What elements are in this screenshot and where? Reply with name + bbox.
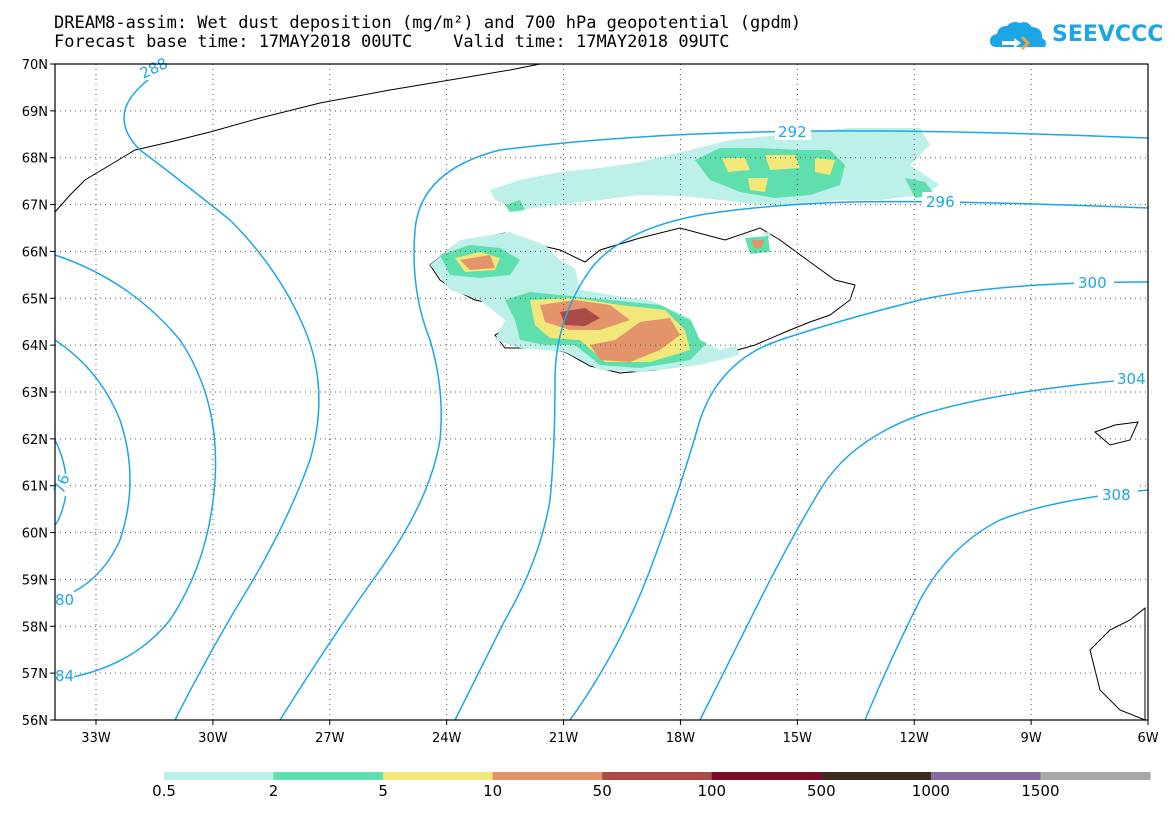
latitude-label: 57N	[22, 667, 48, 682]
legend-label: 500	[807, 782, 836, 800]
contour-300	[569, 281, 1149, 721]
legend-swatch	[602, 772, 713, 780]
contour-288	[123, 67, 320, 721]
contour-labels: 288 292 296 300 304 308 76 80 84	[50, 54, 1150, 685]
chart-subtitle: Forecast base time: 17MAY2018 00UTC Vali…	[54, 32, 730, 52]
greenland-coast	[54, 63, 541, 213]
latitude-label: 56N	[22, 714, 48, 729]
cloud-logo-icon	[990, 22, 1046, 51]
contour-label: 296	[926, 193, 955, 211]
legend-swatch	[711, 772, 822, 780]
contour-label: 84	[55, 667, 74, 685]
dust-area-5	[752, 240, 764, 248]
map-frame	[54, 63, 1149, 721]
contour-276	[54, 439, 67, 526]
legend-label: 100	[697, 782, 727, 800]
lat-lon-grid	[55, 64, 1148, 720]
chart-title: DREAM8-assim: Wet dust deposition (mg/m²…	[54, 13, 802, 33]
latitude-label: 58N	[22, 620, 48, 635]
longitude-label: 24W	[432, 731, 462, 746]
legend-colorbar	[164, 772, 1151, 780]
legend-swatch	[930, 772, 1041, 780]
contour-292	[279, 130, 1149, 721]
legend-label: 10	[483, 782, 503, 800]
contour-308	[864, 489, 1149, 721]
longitude-label: 6W	[1137, 731, 1158, 746]
contour-296	[454, 200, 1149, 721]
legend-swatch	[1040, 772, 1151, 780]
contour-label: 308	[1102, 486, 1131, 504]
latitude-label: 69N	[22, 105, 48, 120]
dust-area-5	[765, 155, 800, 170]
longitude-label: 18W	[666, 731, 696, 746]
dust-area-5	[748, 178, 768, 192]
contour-label: 304	[1117, 370, 1146, 388]
longitude-label: 12W	[900, 731, 930, 746]
legend-label: 0.5	[152, 782, 176, 800]
legend-label: 1000	[911, 782, 950, 800]
dust-area-5	[815, 158, 835, 175]
dust-area-10	[460, 255, 495, 270]
dust-area-5	[722, 158, 750, 172]
contour-284	[54, 254, 217, 681]
latitude-label: 67N	[22, 199, 48, 214]
longitude-label: 30W	[198, 731, 228, 746]
latitude-label: 59N	[22, 573, 48, 588]
latitude-label: 66N	[22, 245, 48, 260]
longitude-label: 21W	[549, 731, 579, 746]
logo-text: SEEVCCC	[1052, 22, 1164, 47]
legend-swatch	[273, 772, 384, 780]
longitude-labels: 33W 30W 27W 24W 21W 18W 15W 12W 9W 6W	[81, 720, 1159, 746]
legend-swatch	[821, 772, 932, 780]
legend-label: 50	[592, 782, 612, 800]
latitude-labels: 70N 69N 68N 67N 66N 65N 64N 63N 62N 61N 60N 59N 58N 5…	[22, 58, 55, 729]
contour-label: 80	[55, 591, 74, 609]
contour-label: 292	[778, 123, 807, 141]
contour-280	[54, 339, 131, 601]
latitude-label: 61N	[22, 480, 48, 495]
latitude-label: 70N	[22, 58, 48, 73]
dust-area-50	[560, 308, 600, 326]
longitude-label: 15W	[783, 731, 813, 746]
longitude-label: 27W	[315, 731, 345, 746]
faroe-islands	[1094, 421, 1139, 446]
legend-swatch	[164, 772, 275, 780]
contour-304	[699, 377, 1149, 721]
legend-swatch	[492, 772, 603, 780]
iceland-interior	[580, 230, 845, 350]
contour-label: 76	[50, 472, 73, 496]
contour-label: 300	[1078, 274, 1107, 292]
latitude-label: 62N	[22, 433, 48, 448]
longitude-label: 33W	[81, 731, 111, 746]
dust-area-2	[505, 200, 525, 212]
scotland-coast	[1089, 606, 1146, 721]
geopotential-contours	[54, 67, 1149, 721]
latitude-label: 65N	[22, 292, 48, 307]
latitude-label: 64N	[22, 339, 48, 354]
longitude-label: 9W	[1021, 731, 1042, 746]
latitude-label: 60N	[22, 527, 48, 542]
latitude-label: 68N	[22, 152, 48, 167]
legend-label: 1500	[1021, 782, 1060, 800]
legend-label: 2	[268, 782, 279, 800]
legend-swatch	[383, 772, 494, 780]
latitude-label: 63N	[22, 386, 48, 401]
dust-area-10	[590, 318, 680, 362]
legend-label: 5	[378, 782, 388, 800]
dust-deposition-fill-layer	[54, 63, 1146, 721]
